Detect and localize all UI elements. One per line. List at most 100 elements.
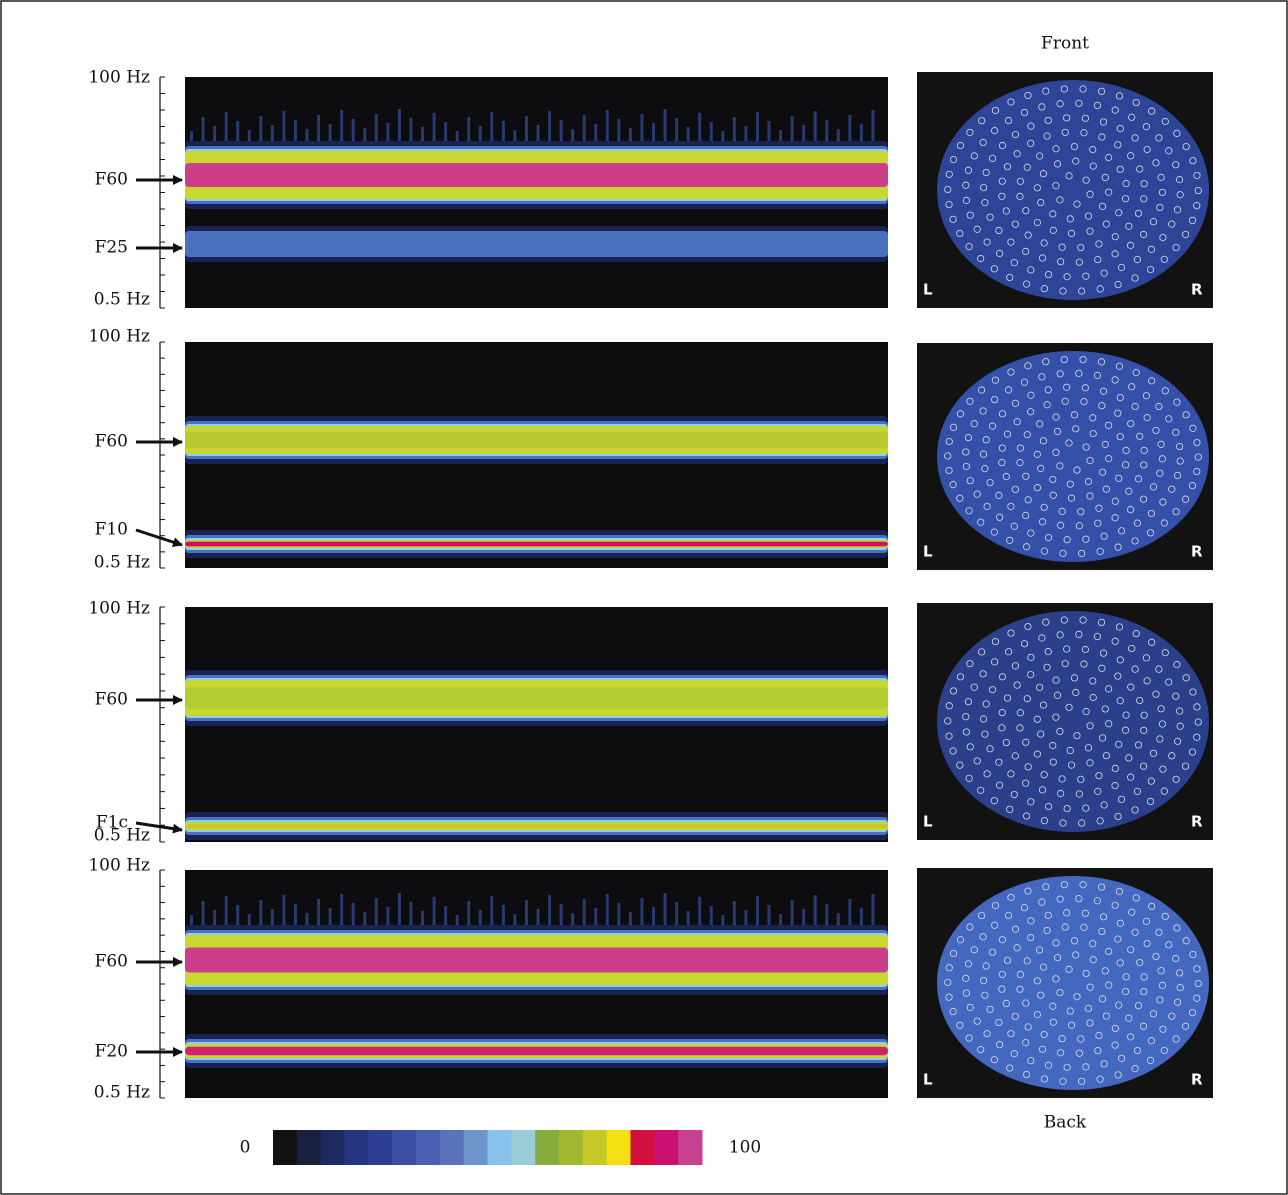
spectral-band	[185, 1046, 888, 1056]
electrode	[1073, 466, 1081, 474]
electrode	[998, 192, 1006, 200]
spectral-spike	[397, 109, 401, 141]
colorbar-swatch	[463, 1130, 488, 1165]
electrode	[991, 376, 1000, 384]
electrode	[977, 254, 985, 263]
electrode	[1115, 887, 1124, 896]
electrode	[1193, 438, 1201, 447]
spectral-spike	[421, 911, 424, 925]
electrode	[978, 117, 986, 125]
electrode	[1016, 459, 1024, 467]
electrode	[949, 1007, 957, 1016]
electrode	[1057, 789, 1065, 798]
electrode	[1052, 676, 1060, 684]
electrode	[1023, 431, 1031, 439]
spectral-spike	[686, 911, 690, 925]
electrode	[1052, 448, 1060, 456]
electrode	[1059, 549, 1067, 557]
electrode	[966, 211, 974, 219]
electrode	[991, 658, 999, 666]
electrode	[1044, 116, 1052, 125]
electrode	[1134, 475, 1143, 483]
electrode	[944, 717, 952, 725]
electrode	[988, 154, 997, 162]
electrode	[1172, 775, 1180, 783]
electrode	[986, 745, 994, 753]
electrode	[1049, 758, 1057, 766]
electrode	[1010, 522, 1018, 530]
spectral-spike	[293, 120, 297, 141]
electrode	[995, 1018, 1003, 1027]
electrode	[1065, 439, 1073, 447]
topo-left: L	[923, 1071, 933, 1089]
colorbar-swatch	[559, 1130, 584, 1165]
electrode	[956, 229, 964, 238]
spectral-spike	[524, 116, 528, 141]
electrode	[979, 138, 987, 147]
electrode	[1172, 1035, 1180, 1043]
electrode	[1194, 718, 1202, 726]
electrode	[973, 490, 981, 498]
electrode	[1131, 134, 1139, 142]
electrode	[1022, 1070, 1031, 1079]
electrode	[1168, 1012, 1176, 1020]
spectral-spike	[490, 896, 494, 925]
spectral-spike	[328, 124, 332, 141]
electrode	[1073, 993, 1081, 1001]
electrode	[1063, 909, 1071, 917]
electrode	[1115, 362, 1124, 370]
electrode	[1146, 265, 1155, 274]
electrode	[1156, 735, 1164, 743]
spectral-spike	[663, 893, 667, 925]
electrode	[966, 477, 974, 485]
electrode	[1161, 912, 1169, 920]
electrode	[1111, 250, 1119, 258]
spectral-spike	[652, 907, 655, 925]
electrode	[998, 709, 1006, 717]
spectral-spike	[224, 112, 228, 141]
spectral-spike	[236, 905, 240, 925]
electrode	[1023, 957, 1031, 965]
electrode	[1037, 730, 1045, 738]
electrode	[1095, 240, 1103, 248]
spectral-spike	[767, 905, 771, 925]
electrode	[966, 923, 974, 931]
electrode	[1099, 118, 1108, 126]
electrode	[1038, 898, 1046, 906]
electrode	[1172, 428, 1180, 436]
electrode	[1176, 457, 1184, 465]
electrode	[1081, 384, 1089, 392]
electrode	[1038, 634, 1046, 642]
spectral-spike	[594, 908, 598, 925]
electrode	[1016, 177, 1025, 185]
spectral-spike	[467, 117, 471, 141]
electrode	[1070, 674, 1079, 682]
spectral-spike	[363, 128, 367, 141]
electrode	[1022, 472, 1030, 480]
electrode	[1114, 543, 1122, 551]
spectral-spike	[513, 130, 517, 141]
electrode	[1038, 254, 1047, 262]
electrode	[979, 977, 988, 985]
electrode	[1002, 738, 1010, 747]
electrode	[979, 407, 987, 415]
electrode	[1117, 795, 1126, 803]
electrode	[1098, 468, 1107, 476]
electrode	[1134, 209, 1143, 217]
electrode	[1082, 1063, 1090, 1071]
electrode	[1155, 402, 1163, 411]
electrode	[1072, 157, 1080, 165]
electrode	[1142, 392, 1151, 400]
topo-left: L	[923, 813, 933, 831]
electrode	[1067, 229, 1076, 238]
electrode	[1066, 746, 1074, 755]
spectral-spike	[328, 908, 332, 925]
electrode	[1114, 672, 1122, 680]
electrode	[1193, 467, 1201, 476]
spectral-spike	[605, 894, 609, 925]
spectral-band	[185, 823, 888, 829]
electrode	[1115, 623, 1124, 631]
spectral-spike	[259, 900, 263, 925]
colorbar-swatch	[606, 1130, 631, 1165]
topo-left: L	[923, 281, 933, 299]
